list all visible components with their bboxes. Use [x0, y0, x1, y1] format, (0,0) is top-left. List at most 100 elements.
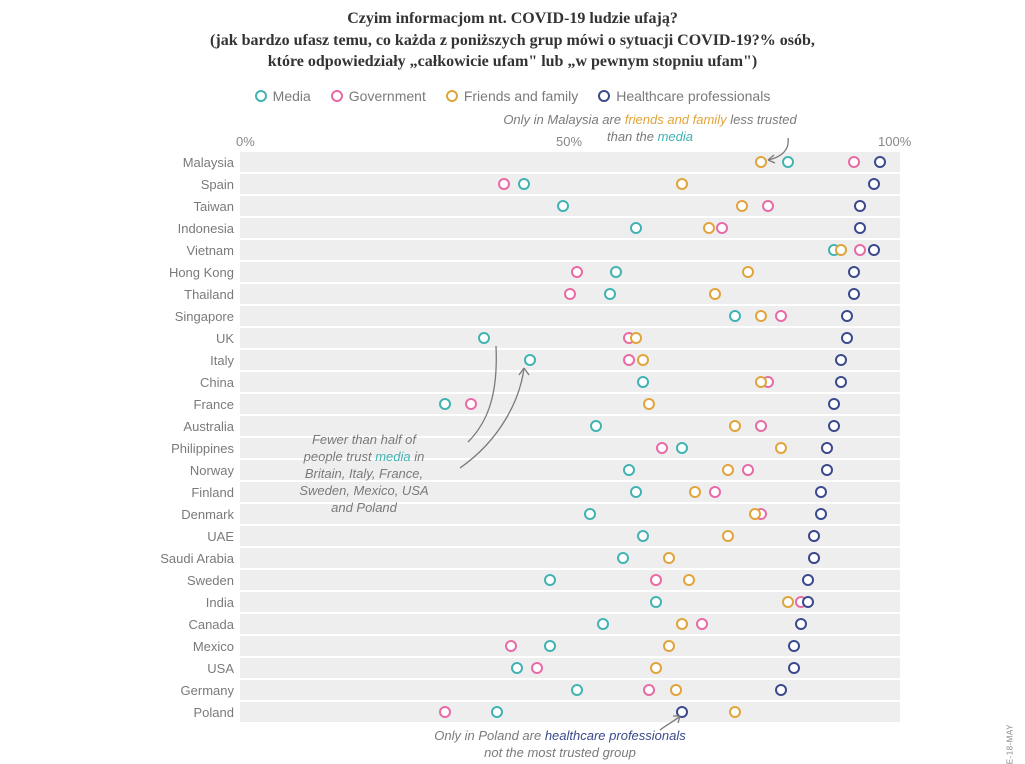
legend-circle-icon: [255, 90, 267, 102]
marker-health: [874, 156, 886, 168]
country-label: Singapore: [114, 306, 240, 326]
legend: Media Government Friends and family Healthc…: [0, 88, 1025, 105]
marker-media: [478, 332, 490, 344]
country-label: Australia: [114, 416, 240, 436]
marker-friends: [676, 178, 688, 190]
marker-media: [584, 508, 596, 520]
row-background: [240, 372, 900, 392]
marker-media: [511, 662, 523, 674]
marker-friends: [835, 244, 847, 256]
marker-health: [815, 508, 827, 520]
marker-friends: [630, 332, 642, 344]
country-label: Norway: [114, 460, 240, 480]
marker-friends: [643, 398, 655, 410]
country-label: UAE: [114, 526, 240, 546]
marker-friends: [755, 156, 767, 168]
marker-health: [802, 596, 814, 608]
marker-media: [729, 310, 741, 322]
row-background: [240, 658, 900, 678]
marker-health: [828, 398, 840, 410]
country-row: China: [240, 372, 900, 392]
marker-media: [610, 266, 622, 278]
row-background: [240, 306, 900, 326]
marker-health: [854, 200, 866, 212]
marker-government: [643, 684, 655, 696]
marker-media: [544, 574, 556, 586]
marker-media: [557, 200, 569, 212]
legend-label: Government: [349, 88, 426, 104]
country-row: Malaysia: [240, 152, 900, 172]
country-row: Hong Kong: [240, 262, 900, 282]
country-label: Mexico: [114, 636, 240, 656]
marker-government: [848, 156, 860, 168]
country-row: Italy: [240, 350, 900, 370]
marker-health: [841, 310, 853, 322]
marker-health: [821, 442, 833, 454]
country-label: Canada: [114, 614, 240, 634]
marker-friends: [729, 420, 741, 432]
row-background: [240, 328, 900, 348]
marker-friends: [676, 618, 688, 630]
country-label: Spain: [114, 174, 240, 194]
marker-friends: [722, 464, 734, 476]
country-label: Germany: [114, 680, 240, 700]
marker-government: [775, 310, 787, 322]
marker-government: [854, 244, 866, 256]
legend-item-friends: Friends and family: [446, 88, 578, 104]
marker-government: [564, 288, 576, 300]
marker-media: [630, 486, 642, 498]
country-label: India: [114, 592, 240, 612]
marker-government: [465, 398, 477, 410]
axis-tick-100: 100%: [878, 134, 911, 149]
marker-health: [808, 530, 820, 542]
country-row: France: [240, 394, 900, 414]
marker-health: [788, 662, 800, 674]
legend-circle-icon: [446, 90, 458, 102]
marker-health: [868, 178, 880, 190]
marker-friends: [722, 530, 734, 542]
marker-health: [795, 618, 807, 630]
marker-government: [755, 420, 767, 432]
marker-health: [676, 706, 688, 718]
country-label: Philippines: [114, 438, 240, 458]
row-background: [240, 636, 900, 656]
marker-friends: [775, 442, 787, 454]
marker-media: [518, 178, 530, 190]
legend-item-media: Media: [255, 88, 311, 104]
row-background: [240, 526, 900, 546]
source-citation: ŹRÓDŁO: DANE WG YOUGOV, HTTPS://YOUGOV.C…: [997, 724, 1015, 764]
country-row: Singapore: [240, 306, 900, 326]
title-line-2: (jak bardzo ufasz temu, co każda z poniż…: [0, 30, 1025, 52]
marker-friends: [670, 684, 682, 696]
marker-media: [637, 530, 649, 542]
legend-item-government: Government: [331, 88, 426, 104]
marker-government: [656, 442, 668, 454]
marker-government: [498, 178, 510, 190]
marker-government: [709, 486, 721, 498]
legend-label: Media: [273, 88, 311, 104]
marker-health: [808, 552, 820, 564]
country-label: Sweden: [114, 570, 240, 590]
marker-friends: [782, 596, 794, 608]
marker-health: [868, 244, 880, 256]
marker-government: [762, 200, 774, 212]
marker-media: [524, 354, 536, 366]
title-line-3: które odpowiedziały „całkowicie ufam" lu…: [0, 51, 1025, 73]
legend-item-health: Healthcare professionals: [598, 88, 770, 104]
row-background: [240, 240, 900, 260]
marker-health: [821, 464, 833, 476]
marker-health: [854, 222, 866, 234]
country-label: Malaysia: [114, 152, 240, 172]
marker-health: [835, 354, 847, 366]
marker-government: [571, 266, 583, 278]
country-label: Denmark: [114, 504, 240, 524]
row-background: [240, 196, 900, 216]
country-label: China: [114, 372, 240, 392]
country-label: Finland: [114, 482, 240, 502]
country-label: UK: [114, 328, 240, 348]
marker-health: [835, 376, 847, 388]
marker-friends: [755, 310, 767, 322]
marker-friends: [663, 552, 675, 564]
marker-friends: [729, 706, 741, 718]
country-row: Sweden: [240, 570, 900, 590]
